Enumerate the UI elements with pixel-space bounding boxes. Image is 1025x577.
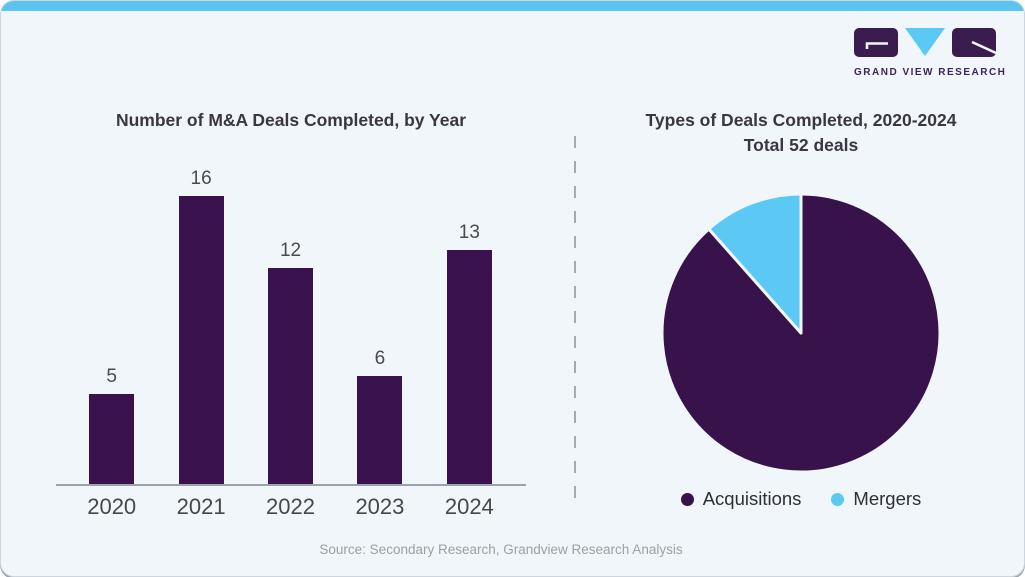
legend-item-mergers: Mergers — [831, 488, 921, 510]
legend-label-mergers: Mergers — [853, 488, 922, 509]
pie-chart-title: Types of Deals Completed, 2020-2024 Tota… — [576, 108, 1024, 158]
bar-2020 — [89, 394, 135, 484]
x-axis-label-2024: 2024 — [444, 494, 494, 519]
logo-wordmark: GRAND VIEW RESEARCH — [854, 67, 1007, 78]
pie-legend: Acquisitions Mergers — [576, 488, 1024, 510]
bar-column-2021: 16 — [156, 168, 245, 484]
legend-label-acquisitions: Acquisitions — [702, 488, 802, 509]
pie-chart — [660, 192, 942, 474]
source-note: Source: Secondary Research, Grandview Re… — [319, 542, 683, 557]
bar-value-label: 6 — [374, 348, 386, 369]
bar-value-label: 12 — [279, 240, 302, 261]
pie-chart-title-line1: Types of Deals Completed, 2020-2024 — [645, 110, 957, 130]
bar-column-2024: 13 — [425, 168, 514, 484]
grand-view-research-logo: GRAND VIEW RESEARCH — [854, 27, 1007, 78]
x-axis-label-2020: 2020 — [87, 494, 137, 519]
gvr-logo-mark-icon — [854, 28, 997, 57]
legend-dot-mergers — [831, 492, 845, 506]
bar-2023 — [357, 376, 403, 484]
section-divider — [574, 136, 576, 506]
bar-value-label: 5 — [106, 366, 117, 387]
pie-chart-title-line2: Total 52 deals — [743, 135, 859, 155]
bar-column-2023: 6 — [335, 168, 424, 484]
pie-slice-acquisitions — [660, 192, 942, 474]
legend-dot-acquisitions — [680, 492, 694, 506]
top-accent-bar — [1, 1, 1024, 11]
legend-item-acquisitions: Acquisitions — [680, 488, 802, 510]
x-axis-line — [56, 484, 526, 486]
bar-value-label: 13 — [458, 222, 480, 243]
bar-2022 — [268, 268, 314, 484]
bar-2021 — [178, 196, 224, 484]
bar-column-2020: 5 — [67, 168, 156, 484]
bar-column-2022: 12 — [246, 168, 335, 484]
pie-slice-mergers — [707, 192, 803, 335]
bar-plot-area: 5 16 12 6 13 — [67, 168, 514, 484]
bar-chart-title: Number of M&A Deals Completed, by Year — [115, 110, 467, 130]
bar-2024 — [446, 250, 492, 484]
x-axis-label-2022: 2022 — [266, 494, 315, 519]
x-axis-label-2021: 2021 — [176, 494, 226, 519]
x-axis-labels: 2020 2021 2022 2023 2024 — [67, 494, 514, 520]
x-axis-label-2023: 2023 — [355, 494, 405, 519]
pie-plot-area — [660, 192, 942, 474]
bar-value-label: 16 — [190, 168, 212, 189]
